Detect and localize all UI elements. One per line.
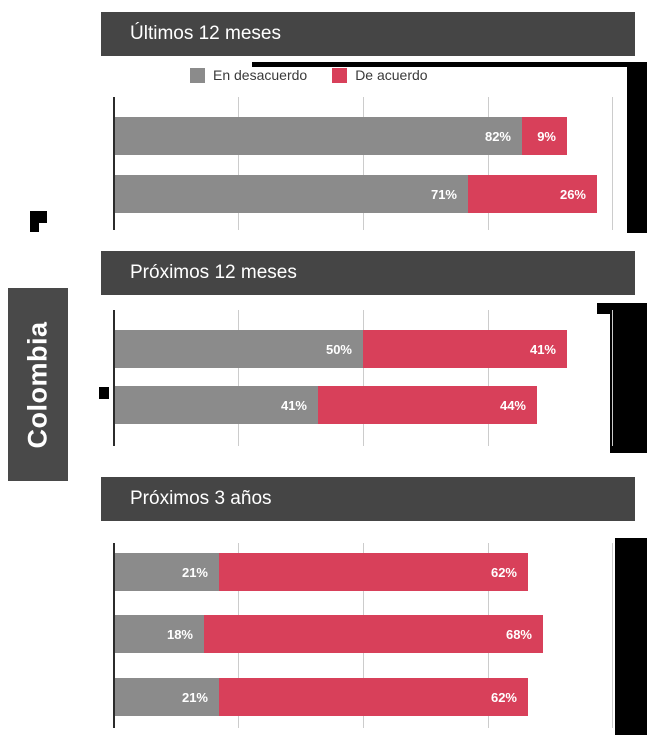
bar-row: 71% 26%: [114, 175, 597, 213]
gridline: [363, 310, 364, 446]
section-header-proximos-3-anos: Próximos 3 años: [101, 477, 635, 521]
axis-line: [113, 310, 115, 446]
gridline: [488, 97, 489, 230]
bar-row: 41% 44%: [114, 386, 537, 424]
segment-agree: 26%: [468, 175, 597, 213]
segment-disagree: 21%: [114, 678, 219, 716]
plot-ultimos-12-meses: 82% 9% 71% 26%: [113, 97, 618, 230]
bar-value-label: 50%: [325, 341, 352, 357]
gridline: [612, 543, 613, 728]
redaction-block: [610, 303, 647, 453]
bar-value-label: 82%: [484, 128, 511, 144]
plot-proximos-3-anos: 21% 62% 18% 68% 21% 62%: [113, 543, 618, 728]
country-label: Colombia: [22, 320, 53, 449]
agree-swatch-icon: [332, 67, 348, 83]
country-band: Colombia: [8, 288, 68, 481]
legend-label: De acuerdo: [355, 67, 428, 83]
gridline: [238, 310, 239, 446]
redaction-block: [99, 387, 109, 399]
section-title: Últimos 12 meses: [130, 23, 281, 44]
segment-agree: 9%: [522, 117, 567, 155]
disagree-swatch-icon: [190, 67, 205, 83]
bar-value-label: 62%: [490, 564, 517, 580]
bar-value-label: 41%: [529, 341, 556, 357]
bar-row: 21% 62%: [114, 678, 528, 716]
axis-line: [113, 543, 115, 728]
segment-agree: 41%: [363, 330, 567, 368]
segment-disagree: 41%: [114, 386, 318, 424]
legend: En desacuerdo De acuerdo: [190, 67, 428, 83]
bar-row: 21% 62%: [114, 553, 528, 591]
bar-value-label: 21%: [181, 564, 208, 580]
legend-item-disagree: En desacuerdo: [190, 67, 307, 83]
gridline: [612, 310, 613, 446]
redaction-block: [30, 222, 39, 232]
gridline: [363, 97, 364, 230]
bar-value-label: 44%: [499, 397, 526, 413]
gridline: [238, 97, 239, 230]
redaction-block: [627, 62, 647, 233]
bar-row: 18% 68%: [114, 615, 543, 653]
bar-value-label: 9%: [537, 128, 556, 144]
section-title: Próximos 12 meses: [130, 262, 297, 283]
segment-disagree: 71%: [114, 175, 468, 213]
bar-value-label: 41%: [280, 397, 307, 413]
section-header-ultimos-12-meses: Últimos 12 meses: [101, 12, 635, 56]
redaction-block: [597, 303, 613, 314]
bar-value-label: 18%: [166, 626, 193, 642]
segment-disagree: 18%: [114, 615, 204, 653]
segment-agree: 62%: [219, 678, 528, 716]
segment-agree: 68%: [204, 615, 543, 653]
bar-value-label: 62%: [490, 689, 517, 705]
segment-agree: 62%: [219, 553, 528, 591]
plot-proximos-12-meses: 50% 41% 41% 44%: [113, 310, 618, 446]
segment-disagree: 50%: [114, 330, 363, 368]
gridline: [612, 97, 613, 230]
segment-disagree: 82%: [114, 117, 522, 155]
redaction-block: [30, 211, 47, 223]
legend-label: En desacuerdo: [213, 67, 308, 83]
section-title: Próximos 3 años: [130, 488, 272, 509]
section-header-proximos-12-meses: Próximos 12 meses: [101, 251, 635, 295]
redaction-block: [252, 62, 627, 67]
legend-item-agree: De acuerdo: [332, 67, 428, 83]
segment-agree: 44%: [318, 386, 537, 424]
redaction-block: [615, 538, 647, 735]
axis-line: [113, 97, 115, 230]
segment-disagree: 21%: [114, 553, 219, 591]
gridline: [488, 310, 489, 446]
bar-value-label: 21%: [181, 689, 208, 705]
bar-value-label: 71%: [430, 186, 457, 202]
bar-value-label: 26%: [559, 186, 586, 202]
bar-row: 50% 41%: [114, 330, 567, 368]
bar-value-label: 68%: [505, 626, 532, 642]
bar-row: 82% 9%: [114, 117, 567, 155]
